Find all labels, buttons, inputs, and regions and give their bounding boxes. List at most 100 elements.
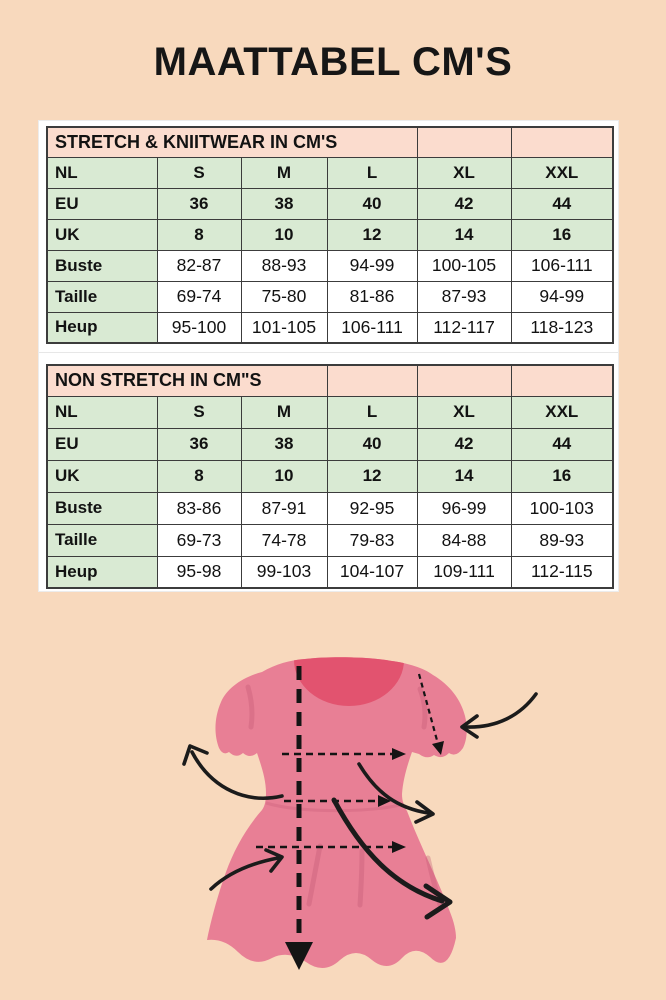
empty-header-cell — [416, 364, 512, 397]
table-row: UK 8 10 12 14 16 — [46, 459, 614, 493]
table-cell: 36 — [156, 187, 242, 220]
table-row: Buste 82-87 88-93 94-99 100-105 106-111 — [46, 249, 614, 282]
row-label: UK — [46, 459, 158, 493]
table-cell: 106-111 — [510, 249, 614, 282]
sleeve-line-icon — [417, 673, 444, 755]
bust-line-icon — [282, 748, 406, 760]
buste-arrow-icon — [357, 762, 435, 824]
table-cell: S — [156, 156, 242, 189]
table-cell: 94-99 — [510, 280, 614, 313]
page-title: MAATTABEL CM'S — [153, 40, 513, 84]
table-cell: 106-111 — [326, 311, 418, 344]
table-cell: 10 — [240, 218, 328, 251]
table-row: UK 8 10 12 14 16 — [46, 218, 614, 251]
row-label: NL — [46, 395, 158, 429]
non-stretch-table: NON STRETCH IN CM"S NL S M L XL XXL EU 36 38 40 42 4… — [46, 364, 615, 589]
table-cell: 40 — [326, 427, 418, 461]
table-cell: 38 — [240, 187, 328, 220]
table-cell: 104-107 — [326, 555, 418, 589]
stretch-knitwear-table: STRETCH & KNIITWEAR IN CM'S NL S M L XL XXL EU 3… — [46, 126, 615, 344]
row-label: EU — [46, 427, 158, 461]
table-cell: 89-93 — [510, 523, 614, 557]
table-cell: 100-105 — [416, 249, 512, 282]
sheet-gridline — [39, 352, 618, 353]
row-label: Taille — [46, 280, 158, 313]
table-cell: XL — [416, 395, 512, 429]
table-cell: 69-74 — [156, 280, 242, 313]
row-label: Heup — [46, 555, 158, 589]
dress-fold-lines — [245, 684, 443, 908]
table-cell: 12 — [326, 218, 418, 251]
empty-header-cell — [510, 364, 614, 397]
table-cell: 10 — [240, 459, 328, 493]
table-cell: 101-105 — [240, 311, 328, 344]
table-cell: 44 — [510, 427, 614, 461]
table-row: EU 36 38 40 42 44 — [46, 187, 614, 220]
table-cell: 88-93 — [240, 249, 328, 282]
table-cell: 84-88 — [416, 523, 512, 557]
table-cell: 16 — [510, 218, 614, 251]
table-cell: 75-80 — [240, 280, 328, 313]
hip-line-icon — [256, 841, 406, 853]
table-cell: 79-83 — [326, 523, 418, 557]
table-cell: 8 — [156, 459, 242, 493]
dress-shape — [207, 657, 467, 969]
table-cell: 95-98 — [156, 555, 242, 589]
row-label: NL — [46, 156, 158, 189]
table-cell: 16 — [510, 459, 614, 493]
table-cell: 40 — [326, 187, 418, 220]
mouw-arrow-icon — [460, 692, 538, 739]
table-cell: M — [240, 395, 328, 429]
table-cell: L — [326, 395, 418, 429]
table-cell: 14 — [416, 459, 512, 493]
waist-seam — [265, 801, 405, 813]
table-cell: 8 — [156, 218, 242, 251]
pointer-arrows — [182, 692, 538, 920]
dress-neckline — [294, 657, 404, 706]
heup-arrow-icon — [209, 848, 284, 891]
table-cell: 14 — [416, 218, 512, 251]
table-cell: 96-99 — [416, 491, 512, 525]
table-cell: M — [240, 156, 328, 189]
table-cell: XXL — [510, 156, 614, 189]
table-cell: 100-103 — [510, 491, 614, 525]
table-cell: 69-73 — [156, 523, 242, 557]
table-cell: 42 — [416, 427, 512, 461]
table-cell: 82-87 — [156, 249, 242, 282]
table-cell: XL — [416, 156, 512, 189]
row-label: Buste — [46, 249, 158, 282]
table-cell: 83-86 — [156, 491, 242, 525]
row-label: UK — [46, 218, 158, 251]
table-cell: 94-99 — [326, 249, 418, 282]
table-title: STRETCH & KNIITWEAR IN CM'S — [46, 126, 418, 158]
table-cell: 112-115 — [510, 555, 614, 589]
table-row: Buste 83-86 87-91 92-95 96-99 100-103 — [46, 491, 614, 525]
table-row: Taille 69-73 74-78 79-83 84-88 89-93 — [46, 523, 614, 557]
table-cell: 12 — [326, 459, 418, 493]
table-row: EU 36 38 40 42 44 — [46, 427, 614, 461]
table-cell: 109-111 — [416, 555, 512, 589]
table-cell: 38 — [240, 427, 328, 461]
table-cell: 118-123 — [510, 311, 614, 344]
table-cell: L — [326, 156, 418, 189]
row-label: Buste — [46, 491, 158, 525]
measurement-illustration: Lengte meet je vanaf het hoogste punt va… — [0, 600, 666, 1000]
table-cell: XXL — [510, 395, 614, 429]
dress-diagram — [182, 657, 538, 970]
table-cell: 112-117 — [416, 311, 512, 344]
table-cell: 95-100 — [156, 311, 242, 344]
table-cell: S — [156, 395, 242, 429]
table-title: NON STRETCH IN CM"S — [46, 364, 328, 397]
table-cell: 92-95 — [326, 491, 418, 525]
empty-header-cell — [326, 364, 418, 397]
table-cell: 74-78 — [240, 523, 328, 557]
waist-line-icon — [284, 795, 391, 807]
table-row: NL S M L XL XXL — [46, 395, 614, 429]
table-cell: 81-86 — [326, 280, 418, 313]
table-row: NL S M L XL XXL — [46, 156, 614, 189]
lengte-arrow-icon — [182, 744, 284, 800]
taille-arrow-icon — [331, 797, 453, 920]
table-cell: 42 — [416, 187, 512, 220]
length-line-icon — [285, 666, 313, 970]
